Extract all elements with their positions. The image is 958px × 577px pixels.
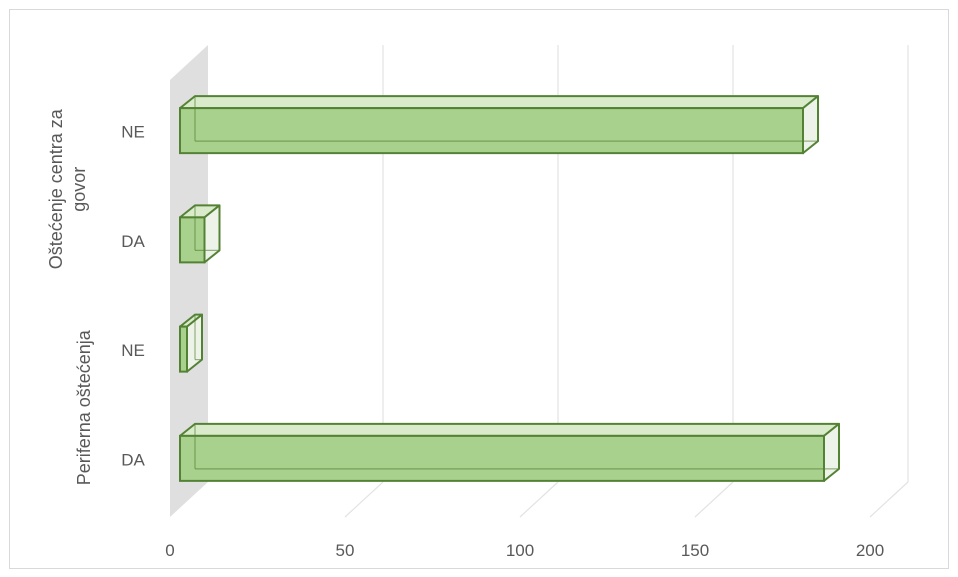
group-label-line: Oštećenje centra za	[46, 108, 66, 269]
y-tick-label: NE	[121, 341, 145, 360]
gridline-floor	[344, 481, 384, 518]
bar-front-face	[179, 216, 206, 264]
bar	[179, 95, 819, 155]
gridline-floor	[694, 481, 734, 518]
bar-top-face	[179, 422, 840, 437]
x-tick-label: 50	[336, 541, 355, 560]
bar	[179, 204, 221, 264]
group-label-lower: Periferna oštećenja	[74, 329, 94, 485]
bar	[179, 313, 203, 373]
y-tick-label: NE	[121, 123, 145, 142]
y-axis-labels: DA NE DA NE	[121, 123, 145, 470]
x-tick-label: 200	[856, 541, 884, 560]
bars	[179, 95, 840, 482]
side-wall	[170, 45, 208, 517]
x-tick-label: 0	[165, 541, 174, 560]
gridline-floor	[519, 481, 559, 518]
y-tick-label: DA	[121, 450, 145, 469]
x-axis-ticks: 0 50 100 150 200	[165, 541, 884, 560]
bar-front-face	[179, 434, 825, 482]
bar	[179, 422, 840, 482]
x-tick-label: 150	[681, 541, 709, 560]
bar-front-face	[179, 107, 804, 155]
gridline-floor	[869, 481, 909, 518]
group-labels: Oštećenje centra za govor Periferna ošteće…	[46, 108, 94, 485]
group-label-line: govor	[69, 167, 89, 212]
group-label-line: Periferna oštećenja	[74, 329, 94, 485]
bar-top-face	[179, 95, 819, 110]
y-tick-label: DA	[121, 232, 145, 251]
chart-wall	[170, 45, 208, 517]
bar-front-face	[179, 325, 188, 373]
x-tick-label: 100	[506, 541, 534, 560]
group-label-upper: Oštećenje centra za govor	[46, 108, 89, 269]
